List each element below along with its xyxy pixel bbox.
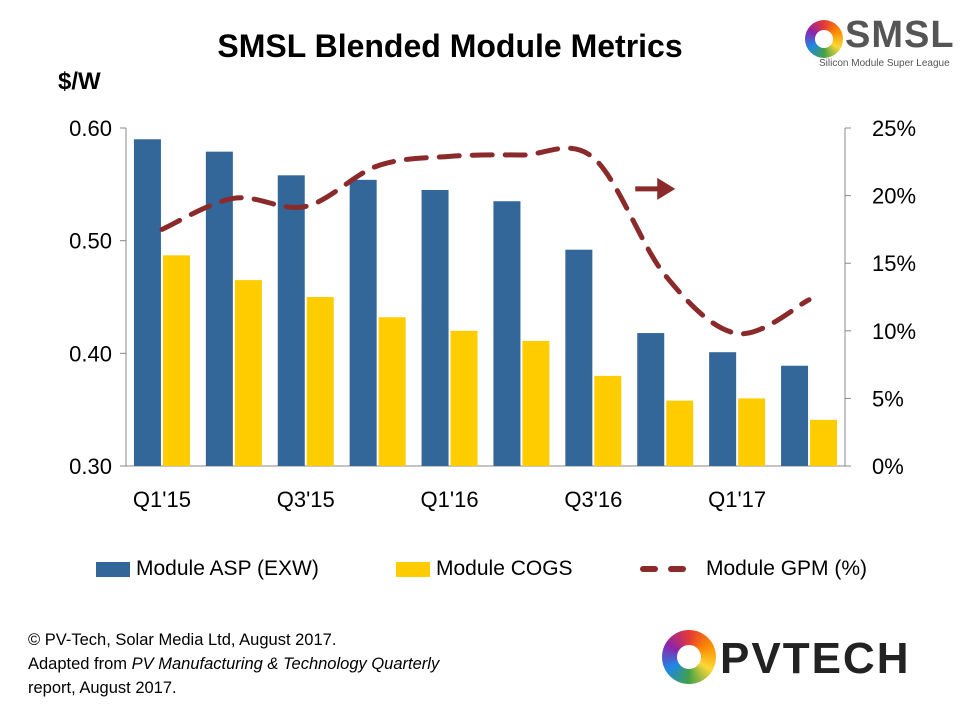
legend-label-cogs: Module COGS <box>436 557 573 580</box>
x-axis-tick-label: Q3'16 <box>564 487 622 512</box>
left-axis-label: $/W <box>58 68 101 95</box>
footer-prefix: Adapted from <box>28 655 132 673</box>
left-axis-tick-label: 0.50 <box>69 229 112 254</box>
right-axis-tick-label: 0% <box>872 454 904 479</box>
bar-asp <box>493 201 521 466</box>
bar-asp <box>637 333 665 466</box>
bar-asp <box>349 179 377 466</box>
legend-label-asp: Module ASP (EXW) <box>136 557 319 580</box>
smsl-logo-icon <box>805 20 843 58</box>
bar-cogs <box>666 400 694 466</box>
legend-item-cogs: Module COGS <box>396 554 573 584</box>
footer-publication: PV Manufacturing & Technology Quarterly <box>131 655 440 673</box>
source-footer: © PV-Tech, Solar Media Ltd, August 2017.… <box>28 628 439 700</box>
bar-cogs <box>234 280 262 466</box>
bar-asp <box>565 249 593 466</box>
left-axis-tick-label: 0.60 <box>69 116 112 141</box>
pvtech-logo-word: PVTECH <box>720 634 911 683</box>
footer-line-3: report, August 2017. <box>28 679 177 697</box>
x-axis-tick-label: Q3'15 <box>277 487 335 512</box>
bar-cogs <box>450 330 478 466</box>
legend-dash-gpm <box>640 566 692 572</box>
chart-title: SMSL Blended Module Metrics <box>217 28 683 64</box>
bar-cogs <box>738 398 766 466</box>
bar-asp <box>277 175 305 466</box>
bar-asp <box>421 189 449 466</box>
right-axis-tick-label: 25% <box>872 116 916 141</box>
pvtech-logo: PVTECH <box>660 628 910 692</box>
legend-swatch-cogs <box>396 561 430 577</box>
right-axis-tick-label: 15% <box>872 251 916 276</box>
chart-gpm-line <box>159 145 812 337</box>
smsl-logo: SMSL Silicon Module Super League <box>805 14 954 74</box>
bar-asp <box>781 365 809 466</box>
footer-line-2: Adapted from PV Manufacturing & Technolo… <box>28 652 439 676</box>
bar-cogs <box>378 317 406 466</box>
pvtech-logo-icon <box>662 630 716 684</box>
right-axis-tick-label: 10% <box>872 319 916 344</box>
chart-tick-labels: 0.30 0.40 0.50 0.60 0% 5% 10% 15% 20% 25% Q1'15 Q3'… <box>69 116 916 512</box>
bar-asp <box>133 139 161 466</box>
legend-item-asp: Module ASP (EXW) <box>96 554 319 584</box>
legend-label-gpm: Module GPM (%) <box>706 557 868 580</box>
right-axis-tick-label: 5% <box>872 386 904 411</box>
annotation-arrow-head <box>657 177 676 200</box>
bar-cogs <box>522 340 550 466</box>
bar-cogs <box>306 297 334 466</box>
smsl-logo-tagline: Silicon Module Super League <box>819 58 950 69</box>
x-axis-tick-label: Q1'15 <box>133 487 191 512</box>
footer-line-1: © PV-Tech, Solar Media Ltd, August 2017. <box>28 631 337 649</box>
legend-swatch-asp <box>96 561 130 577</box>
x-axis-tick-label: Q1'16 <box>421 487 479 512</box>
bar-cogs <box>810 419 838 466</box>
bar-cogs <box>594 375 622 466</box>
bar-asp <box>709 352 737 466</box>
chart-bars <box>133 139 838 466</box>
legend-item-gpm: Module GPM (%) <box>640 554 867 584</box>
gpm-line <box>159 145 812 337</box>
smsl-logo-word: SMSL <box>845 14 955 56</box>
x-axis-tick-label: Q1'17 <box>708 487 766 512</box>
left-axis-tick-label: 0.40 <box>69 341 112 366</box>
left-axis-tick-label: 0.30 <box>69 454 112 479</box>
right-axis-tick-label: 20% <box>872 184 916 209</box>
bar-cogs <box>162 255 190 466</box>
